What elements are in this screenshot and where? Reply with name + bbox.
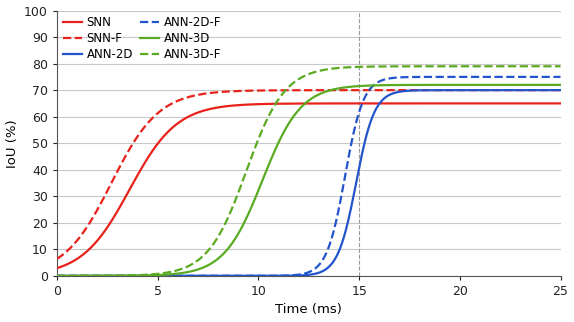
- X-axis label: Time (ms): Time (ms): [276, 303, 342, 317]
- Legend: SNN, SNN-F, ANN-2D, ANN-2D-F, ANN-3D, ANN-3D-F: SNN, SNN-F, ANN-2D, ANN-2D-F, ANN-3D, AN…: [60, 14, 224, 64]
- Y-axis label: IoU (%): IoU (%): [6, 119, 18, 167]
